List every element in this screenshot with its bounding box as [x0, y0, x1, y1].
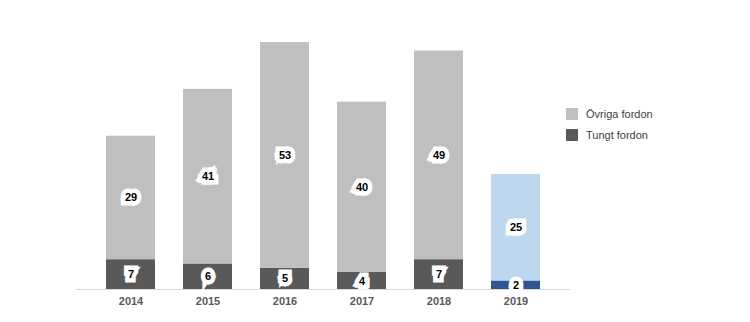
svg-text:2019: 2019 — [504, 295, 528, 307]
svg-text:2018: 2018 — [427, 295, 451, 307]
svg-text:2016: 2016 — [273, 295, 297, 307]
html-text:Övriga fordon: Övriga fordon — [586, 108, 653, 120]
svg-text:25: 25 — [510, 221, 522, 233]
svg-text:2015: 2015 — [196, 295, 220, 307]
svg-text:5: 5 — [282, 272, 288, 284]
svg-text:6: 6 — [205, 270, 211, 282]
svg-text:29: 29 — [125, 191, 137, 203]
svg-text:4: 4 — [359, 275, 366, 287]
svg-text:49: 49 — [433, 149, 445, 161]
svg-text:2017: 2017 — [350, 295, 374, 307]
svg-text:41: 41 — [202, 170, 214, 182]
svg-text:40: 40 — [356, 181, 368, 193]
svg-text:7: 7 — [436, 268, 442, 280]
svg-text:2014: 2014 — [119, 295, 144, 307]
svg-text:2: 2 — [513, 279, 519, 291]
svg-text:53: 53 — [279, 149, 291, 161]
svg-text:7: 7 — [128, 268, 134, 280]
html-text:Tungt fordon: Tungt fordon — [586, 129, 648, 141]
